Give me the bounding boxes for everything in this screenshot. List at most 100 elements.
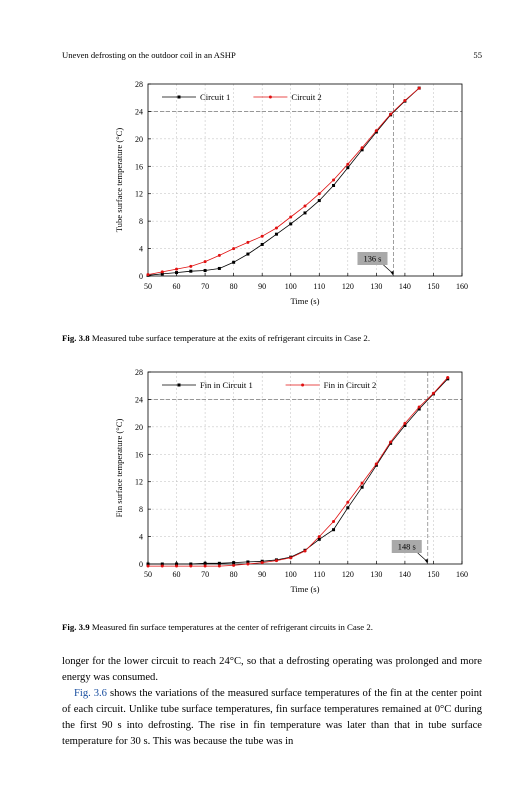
data-point	[232, 247, 236, 251]
data-point	[189, 269, 193, 273]
data-point	[175, 564, 179, 568]
data-point	[446, 375, 450, 379]
y-tick-label: 8	[139, 217, 143, 226]
x-tick-label: 80	[230, 570, 238, 579]
y-tick-label: 0	[139, 272, 143, 281]
data-point	[303, 211, 307, 215]
data-point	[317, 192, 321, 196]
data-point	[389, 112, 393, 116]
x-tick-label: 110	[313, 570, 325, 579]
data-point	[332, 519, 336, 523]
data-point	[217, 561, 221, 565]
x-tick-label: 160	[456, 282, 468, 291]
y-tick-label: 20	[135, 135, 143, 144]
running-title: Uneven defrosting on the outdoor coil in…	[62, 50, 236, 60]
data-point	[189, 562, 193, 566]
x-tick-label: 90	[258, 282, 266, 291]
legend-marker	[301, 383, 305, 387]
data-point	[160, 270, 164, 274]
legend-marker	[177, 95, 181, 99]
y-axis-label: Tube surface temperature (°C)	[114, 128, 124, 233]
data-point	[232, 563, 236, 567]
y-tick-label: 12	[135, 190, 143, 199]
data-point	[160, 272, 164, 276]
data-point	[346, 500, 350, 504]
y-axis-label: Fin surface temperature (°C)	[114, 419, 124, 518]
x-tick-label: 120	[342, 282, 354, 291]
data-point	[146, 562, 150, 566]
y-tick-label: 28	[135, 80, 143, 89]
data-point	[289, 222, 293, 226]
data-point	[346, 506, 350, 510]
data-point	[203, 561, 207, 565]
figure-3-8-caption: Fig. 3.8 Measured tube surface temperatu…	[62, 333, 482, 343]
caption-label: Fig. 3.8	[62, 333, 90, 343]
caption-text: Measured fin surface temperatures at the…	[91, 622, 373, 632]
annotation-box	[357, 252, 388, 265]
data-point	[289, 215, 293, 219]
legend-marker	[268, 95, 272, 99]
y-tick-label: 8	[139, 505, 143, 514]
data-point	[346, 166, 350, 170]
x-tick-label: 100	[285, 282, 297, 291]
data-point	[175, 562, 179, 566]
data-point	[303, 549, 307, 553]
x-tick-label: 50	[144, 570, 152, 579]
legend-marker	[177, 383, 181, 387]
data-point	[417, 405, 421, 409]
data-point	[260, 234, 264, 238]
data-point	[303, 204, 307, 208]
annotation-arrowhead	[390, 271, 394, 276]
y-tick-label: 12	[135, 478, 143, 487]
data-point	[360, 481, 364, 485]
data-point	[274, 226, 278, 230]
data-point	[246, 252, 250, 256]
x-tick-label: 130	[370, 570, 382, 579]
x-tick-label: 130	[370, 282, 382, 291]
data-point	[203, 269, 207, 273]
legend-entry: Fin in Circuit 2	[324, 380, 377, 390]
data-point	[274, 232, 278, 236]
x-tick-label: 100	[285, 570, 297, 579]
data-point	[317, 199, 321, 203]
legend-entry: Fin in Circuit 1	[200, 380, 253, 390]
legend-entry: Circuit 1	[200, 92, 230, 102]
data-point	[317, 535, 321, 539]
data-point	[403, 98, 407, 102]
data-point	[332, 528, 336, 532]
data-point	[360, 148, 364, 152]
data-point	[189, 264, 193, 268]
x-tick-label: 50	[144, 282, 152, 291]
y-tick-label: 28	[135, 368, 143, 377]
x-tick-label: 120	[342, 570, 354, 579]
annotation-box	[391, 540, 422, 553]
body-text: longer for the lower circuit to reach 24…	[62, 654, 482, 750]
caption-label: Fig. 3.9	[62, 622, 90, 632]
x-tick-label: 140	[399, 570, 411, 579]
data-point	[389, 440, 393, 444]
y-tick-label: 4	[139, 245, 143, 254]
legend-entry: Circuit 2	[291, 92, 321, 102]
x-tick-label: 160	[456, 570, 468, 579]
paragraph: Fig. 3.6 shows the variations of the mea…	[62, 686, 482, 750]
data-point	[417, 86, 421, 90]
series-line-2	[148, 377, 448, 567]
x-tick-label: 60	[173, 570, 181, 579]
data-point	[403, 421, 407, 425]
figure-reference-link[interactable]: Fig. 3.6	[74, 688, 107, 699]
data-point	[217, 564, 221, 568]
x-tick-label: 150	[427, 570, 439, 579]
data-point	[232, 561, 236, 565]
y-tick-label: 20	[135, 423, 143, 432]
data-point	[246, 562, 250, 566]
y-tick-label: 16	[135, 450, 143, 459]
figure-3-8-chart: 50 60 70 80 90 100 110 120 130 140 150 160 0 4 8 12 16 20…	[114, 80, 468, 306]
annotation-arrowhead	[424, 559, 428, 564]
data-point	[317, 537, 321, 541]
data-point	[431, 391, 435, 395]
data-point	[260, 561, 264, 565]
data-point	[332, 178, 336, 182]
caption-text: Measured tube surface temperature at the…	[91, 333, 371, 343]
data-point	[146, 564, 150, 568]
data-point	[175, 267, 179, 271]
